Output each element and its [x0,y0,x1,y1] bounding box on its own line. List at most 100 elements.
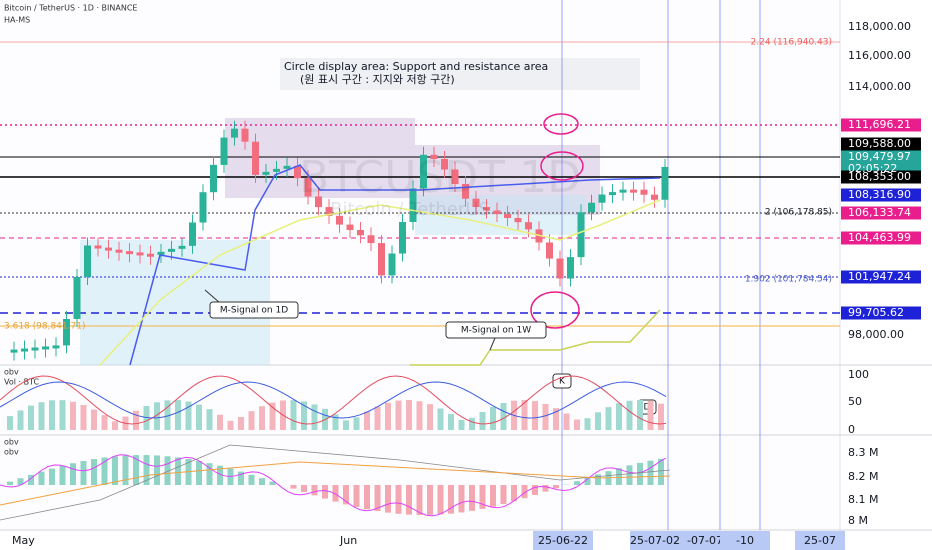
circle-marker [540,151,584,181]
candle-body [367,235,375,244]
candle-body [661,166,669,200]
obv-bar [322,485,328,499]
volume-bar [605,407,612,430]
candle-body [651,194,658,200]
obv-bar [217,465,223,485]
obv-bar [448,485,454,514]
price-tick: 118,000.00 [848,20,911,33]
candle-body [630,189,637,193]
volume-bar [206,409,213,430]
obv-bar [206,463,213,485]
volume-bar [469,417,475,430]
candle-body [483,207,490,211]
callout-text: K [559,377,566,387]
signal-line [410,309,661,366]
obv-bar [385,485,391,513]
obv-bar [458,485,465,513]
volume-bar [133,410,139,430]
candle-body [73,277,81,319]
candle-body [168,248,175,252]
obv-bar [311,485,318,496]
volume-bar [647,400,654,430]
price-label: 108,316.90 [848,188,911,201]
volume-bar [637,400,643,430]
time-label-box [795,531,845,550]
volume-bar [38,402,45,430]
volume-bar [70,401,76,430]
obv-bar [332,485,339,502]
candle-body [189,222,196,246]
callout-text: M-Signal on 1W [461,326,531,336]
price-label: 104,463.99 [848,231,911,244]
obv-bar [59,465,66,485]
obv-bar [584,477,591,485]
obv-bar [143,455,150,485]
volume-bar [616,403,622,430]
volume-bar [143,405,150,430]
obv-bar [574,481,580,485]
obv-bar [437,485,444,515]
fib-label: 2 (106,178.85) [765,208,832,218]
volume-bar [500,403,507,430]
pane-label: obv [4,448,19,457]
signal-line [129,164,661,366]
candle-body [451,169,459,184]
obv-bar [17,478,24,485]
obv-bar [595,474,601,485]
volume-bar [175,400,181,430]
obv-bar [353,485,360,507]
obv-bar [479,485,486,509]
candle-body [115,249,123,253]
note-box [280,58,640,90]
candle-body [420,154,427,189]
candle-body [283,165,291,169]
osc-tick: 100 [848,368,869,381]
time-label: -10 [736,534,754,547]
obv-bar [532,485,538,495]
volume-bar [101,415,108,430]
volume-bar [406,400,412,430]
volume-bar [59,400,66,430]
volume-bar [374,406,381,430]
candle-body [577,212,585,258]
volume-bar [595,412,601,430]
obv-bar [658,458,664,485]
price-label-box [841,206,921,220]
volume-bar [416,401,423,430]
obv-line [0,454,667,517]
circle-marker [543,113,579,135]
volume-bar [658,403,664,430]
candle-body [147,253,154,257]
obv-bar [175,457,181,485]
volume-bar [91,409,97,430]
callout [445,321,547,339]
obv-bar [469,485,475,511]
candle-body [525,222,532,230]
obv-bar [290,485,297,489]
price-tick: 114,000.00 [848,80,911,93]
candle-body [126,251,133,255]
obv-bar [238,471,244,485]
candle-body [567,257,574,279]
candle-body [157,251,165,255]
obv-tick: 8.1 M [848,493,878,506]
volume-bar [49,400,55,430]
osc-tick: 0 [848,423,855,436]
d-line [0,381,667,419]
candle-body [199,192,207,223]
candle-body [63,319,70,346]
candle-body [294,165,301,179]
volume-bar [259,406,265,430]
price-label: 111,696.21 [848,118,911,131]
obv-bar [616,468,622,485]
price-label-box [841,188,921,202]
candle-body [609,192,616,196]
obv-bar [427,485,433,515]
volume-bar [479,411,486,430]
price-label-box [841,270,921,284]
obv-bar [626,465,633,485]
volume-bar [626,400,633,430]
time-label-box [720,531,770,550]
price-tick: 98,000.00 [848,328,904,341]
